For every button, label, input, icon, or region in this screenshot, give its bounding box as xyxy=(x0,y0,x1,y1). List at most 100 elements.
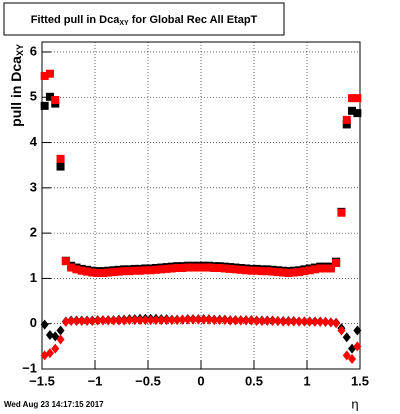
point xyxy=(226,315,235,326)
point xyxy=(220,264,229,273)
point xyxy=(189,314,198,325)
point xyxy=(109,315,118,326)
point xyxy=(136,315,145,326)
point xyxy=(88,315,97,326)
ylabel-subscript: XY xyxy=(15,44,25,56)
point xyxy=(257,315,266,326)
x-axis-label: η xyxy=(351,396,358,411)
point xyxy=(178,264,187,273)
point xyxy=(130,315,139,326)
point xyxy=(45,92,54,101)
point xyxy=(162,315,171,326)
y-tick-label: 4 xyxy=(30,134,38,149)
point xyxy=(93,315,102,326)
point xyxy=(77,266,86,275)
point xyxy=(295,316,304,327)
point xyxy=(321,316,330,327)
point xyxy=(72,265,81,274)
point xyxy=(162,264,171,273)
point xyxy=(114,315,123,326)
point xyxy=(279,268,288,277)
point xyxy=(326,264,335,273)
point xyxy=(316,316,325,327)
point xyxy=(51,343,60,354)
point xyxy=(204,263,213,272)
point xyxy=(83,267,92,276)
y-tick-label: 1 xyxy=(30,270,37,285)
point xyxy=(40,319,49,330)
point xyxy=(167,264,176,273)
point xyxy=(114,267,123,276)
y-tick-label: −1 xyxy=(22,360,37,375)
point xyxy=(67,263,76,272)
point xyxy=(93,268,102,277)
point xyxy=(173,264,182,273)
x-tick-label: −1 xyxy=(88,373,103,388)
point xyxy=(231,265,240,274)
point xyxy=(189,263,198,272)
point xyxy=(242,315,251,326)
y-tick-label: 3 xyxy=(30,179,37,194)
point xyxy=(348,106,357,115)
point xyxy=(146,315,155,326)
point xyxy=(242,266,251,275)
point xyxy=(210,264,219,273)
point xyxy=(257,267,266,276)
point xyxy=(141,315,150,326)
point xyxy=(98,315,107,326)
point xyxy=(268,315,277,326)
point xyxy=(45,330,54,341)
ylabel-text: pull in Dca xyxy=(8,56,24,127)
point xyxy=(167,315,176,326)
point xyxy=(279,316,288,327)
x-tick-label: −0.5 xyxy=(135,373,161,388)
point xyxy=(268,267,277,276)
point xyxy=(326,317,335,328)
point xyxy=(284,268,293,277)
point xyxy=(231,315,240,326)
point xyxy=(332,318,341,329)
title-suffix: for Global Rec All EtapT xyxy=(129,14,258,26)
point xyxy=(348,94,357,103)
point xyxy=(56,154,65,163)
point xyxy=(348,354,357,365)
point xyxy=(120,315,129,326)
x-tick-label: 0.5 xyxy=(245,373,263,388)
point xyxy=(61,257,70,266)
point xyxy=(40,101,49,110)
y-tick-label: 2 xyxy=(30,225,37,240)
title-text: Fitted pull in Dca xyxy=(31,14,120,26)
point xyxy=(67,315,76,326)
point xyxy=(263,315,272,326)
point xyxy=(194,314,203,325)
x-tick-label: −1.5 xyxy=(29,373,55,388)
point xyxy=(337,208,346,217)
x-tick-label: 0 xyxy=(197,373,204,388)
y-tick-label: 6 xyxy=(30,43,37,58)
point xyxy=(83,315,92,326)
point xyxy=(342,350,351,361)
chart-title: Fitted pull in DcaXY for Global Rec All … xyxy=(31,14,258,27)
point xyxy=(353,109,362,118)
y-axis-label: pull in DcaXY xyxy=(8,44,26,127)
point xyxy=(220,315,229,326)
point xyxy=(136,266,145,275)
point xyxy=(289,268,298,277)
point xyxy=(310,316,319,327)
title-subscript: XY xyxy=(119,20,129,27)
point xyxy=(342,332,351,343)
point xyxy=(61,316,70,327)
point xyxy=(289,316,298,327)
point xyxy=(199,263,208,272)
title-box xyxy=(3,2,285,36)
point xyxy=(88,268,97,277)
point xyxy=(342,115,351,124)
point xyxy=(337,325,346,336)
y-tick-label: 0 xyxy=(30,315,37,330)
point xyxy=(56,334,65,345)
point xyxy=(332,259,341,268)
point xyxy=(353,94,362,103)
x-tick-label: 1 xyxy=(303,373,310,388)
point xyxy=(342,120,351,129)
